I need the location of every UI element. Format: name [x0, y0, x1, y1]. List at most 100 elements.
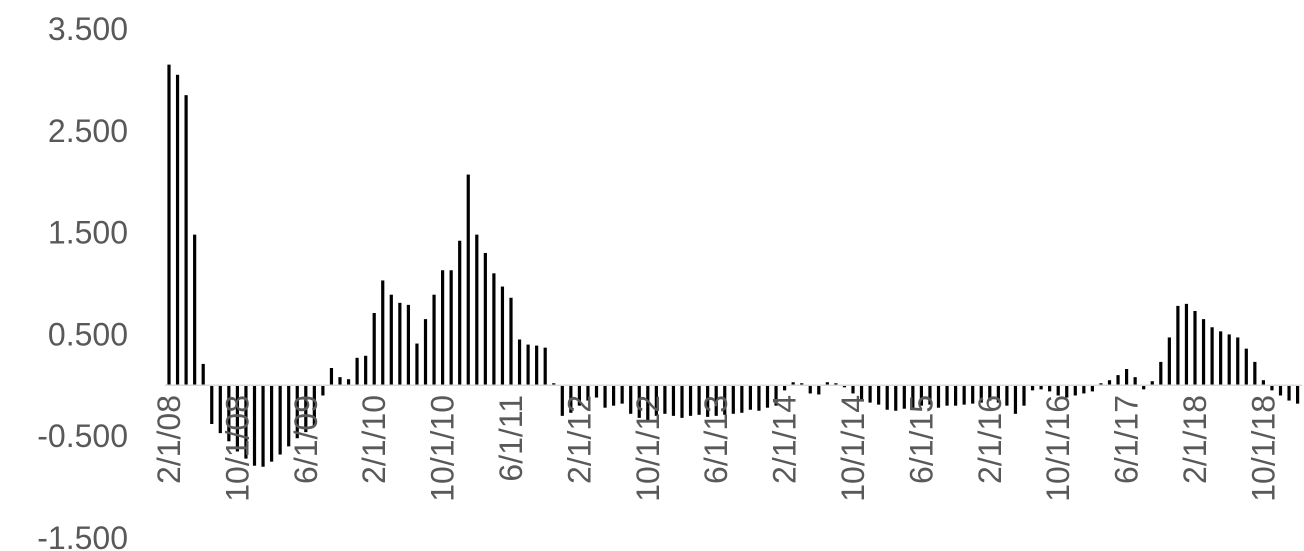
bar	[475, 234, 479, 386]
x-tick-label: 2/1/18	[1177, 395, 1213, 484]
bar	[1073, 385, 1077, 396]
x-tick-label: 10/1/18	[1245, 395, 1281, 502]
bar	[603, 385, 607, 408]
bar	[1056, 385, 1060, 396]
bar	[569, 385, 573, 413]
bar	[1287, 385, 1291, 401]
bar	[894, 385, 898, 411]
bar	[919, 385, 923, 406]
bar	[979, 385, 983, 403]
bar	[492, 273, 496, 386]
bar	[535, 345, 539, 386]
bar	[304, 385, 308, 433]
bar	[270, 385, 274, 462]
bar	[936, 385, 941, 408]
bar	[552, 383, 556, 386]
bar	[851, 385, 855, 394]
bar	[834, 383, 838, 386]
bar	[218, 385, 222, 434]
bar	[346, 379, 351, 386]
bar	[1201, 319, 1206, 386]
bar	[680, 385, 684, 418]
bar	[996, 385, 1000, 403]
bar	[227, 385, 231, 442]
bar	[954, 385, 958, 406]
bar	[261, 385, 265, 467]
bar	[1142, 385, 1146, 390]
bar	[1065, 385, 1069, 398]
bar	[312, 385, 316, 427]
bar	[175, 74, 180, 386]
y-tick-label: 3.500	[48, 11, 128, 47]
bar	[1219, 331, 1223, 386]
bar	[1253, 361, 1257, 386]
bar	[423, 319, 428, 386]
x-tick-label: 6/1/17	[1109, 395, 1145, 484]
bar	[723, 385, 727, 415]
bar	[962, 385, 966, 405]
bar	[629, 385, 633, 414]
bar	[1150, 381, 1154, 386]
bar	[1082, 385, 1086, 394]
bar	[1005, 385, 1009, 406]
bar	[1296, 385, 1300, 404]
bar	[971, 385, 975, 404]
bar	[466, 174, 470, 386]
bar	[988, 385, 992, 401]
bar	[714, 385, 718, 416]
x-tick-label: 6/1/09	[288, 395, 324, 484]
bar	[945, 385, 949, 406]
bar	[1107, 380, 1112, 386]
x-tick-label: 2/1/14	[767, 395, 803, 484]
bar	[295, 385, 299, 439]
x-tick-label: 10/1/14	[835, 395, 871, 502]
bar	[612, 385, 616, 406]
bar	[791, 382, 795, 386]
bar	[671, 385, 676, 416]
bar	[364, 355, 368, 386]
bar	[372, 313, 376, 386]
x-tick-label: 10/1/10	[425, 395, 461, 502]
bar	[201, 363, 205, 386]
bar	[1176, 305, 1180, 386]
bar	[1261, 380, 1265, 386]
bar	[1099, 383, 1103, 386]
y-tick-label: 0.500	[48, 316, 128, 352]
bar	[287, 385, 291, 447]
x-tick-label: 2/1/16	[972, 395, 1008, 484]
bar	[1039, 385, 1043, 390]
bar	[415, 343, 419, 386]
bar	[355, 357, 359, 386]
bar	[1210, 327, 1214, 386]
bar	[406, 304, 410, 386]
bar	[321, 385, 325, 396]
bar	[193, 234, 197, 386]
bar	[184, 95, 188, 386]
bar	[757, 385, 761, 411]
bar	[902, 385, 906, 409]
bar	[911, 385, 915, 408]
bar	[509, 297, 513, 386]
bar	[458, 240, 462, 386]
bar	[1278, 385, 1283, 396]
bar	[517, 339, 522, 386]
bar	[825, 382, 829, 386]
bar	[731, 385, 735, 414]
bar	[1022, 385, 1026, 406]
bar	[252, 385, 257, 466]
x-tick-label: 6/1/11	[493, 395, 529, 482]
bar	[449, 270, 453, 386]
bar	[500, 286, 505, 386]
x-tick-label: 2/1/10	[356, 395, 392, 484]
bar	[210, 385, 214, 424]
bar	[167, 64, 171, 386]
bar	[543, 347, 547, 386]
bar	[1116, 375, 1120, 386]
bar	[877, 385, 881, 405]
bar	[817, 385, 821, 395]
bar	[338, 377, 342, 386]
bar	[244, 385, 248, 459]
y-tick-label: -0.500	[37, 418, 128, 454]
bar	[441, 270, 445, 386]
